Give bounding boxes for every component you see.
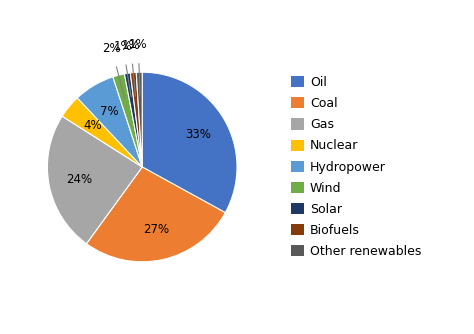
- Text: 1%: 1%: [121, 39, 140, 52]
- Text: 27%: 27%: [143, 223, 169, 236]
- Wedge shape: [62, 98, 142, 167]
- Wedge shape: [142, 72, 237, 213]
- Wedge shape: [77, 77, 142, 167]
- Legend: Oil, Coal, Gas, Nuclear, Hydropower, Wind, Solar, Biofuels, Other renewables: Oil, Coal, Gas, Nuclear, Hydropower, Win…: [291, 76, 421, 258]
- Wedge shape: [125, 73, 142, 167]
- Text: 1%: 1%: [114, 40, 132, 53]
- Text: 2%: 2%: [102, 42, 121, 55]
- Wedge shape: [86, 167, 225, 262]
- Text: 4%: 4%: [83, 120, 102, 132]
- Text: 24%: 24%: [66, 173, 92, 186]
- Text: 1%: 1%: [129, 38, 148, 51]
- Text: 33%: 33%: [185, 128, 210, 141]
- Wedge shape: [47, 116, 142, 244]
- Wedge shape: [113, 74, 142, 167]
- Wedge shape: [130, 72, 142, 167]
- Wedge shape: [136, 72, 142, 167]
- Text: 7%: 7%: [100, 105, 118, 118]
